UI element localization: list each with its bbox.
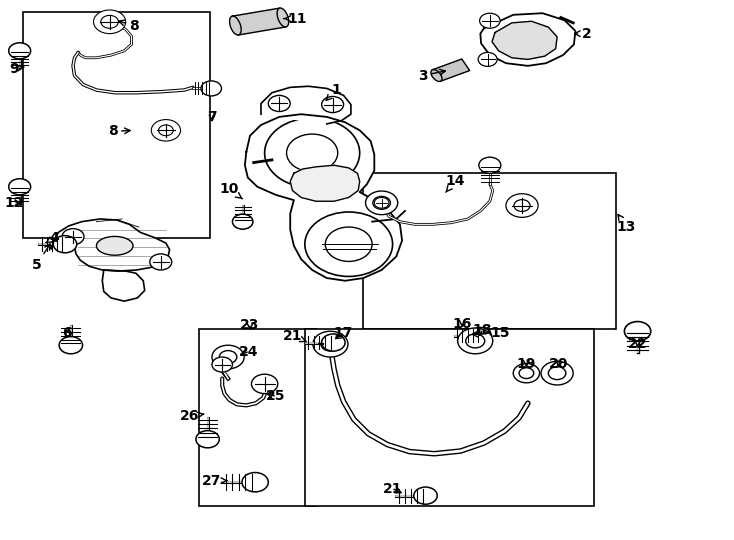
Text: 22: 22: [628, 337, 647, 351]
Text: 12: 12: [5, 196, 24, 210]
Circle shape: [93, 10, 126, 33]
Text: 26: 26: [181, 409, 204, 423]
Circle shape: [414, 487, 437, 504]
Circle shape: [101, 15, 118, 28]
Circle shape: [625, 322, 651, 341]
Circle shape: [212, 357, 233, 372]
Circle shape: [305, 212, 393, 276]
Text: 6: 6: [62, 326, 72, 340]
Circle shape: [54, 235, 77, 253]
Text: 9: 9: [10, 62, 23, 76]
Circle shape: [506, 194, 538, 218]
Circle shape: [9, 43, 31, 59]
Circle shape: [374, 198, 389, 208]
Bar: [23, 12, 210, 238]
Circle shape: [321, 97, 344, 113]
Text: 14: 14: [445, 174, 465, 192]
Circle shape: [59, 336, 82, 354]
Circle shape: [62, 228, 84, 245]
Text: 21: 21: [283, 328, 306, 342]
Circle shape: [469, 327, 491, 343]
Circle shape: [286, 134, 338, 172]
Circle shape: [212, 345, 244, 369]
Text: 20: 20: [549, 357, 568, 371]
Circle shape: [478, 52, 497, 66]
Polygon shape: [480, 13, 575, 66]
Polygon shape: [51, 219, 170, 271]
Polygon shape: [492, 21, 557, 59]
Text: 7: 7: [207, 110, 217, 124]
Text: 8: 8: [119, 19, 139, 33]
Circle shape: [201, 81, 222, 96]
Text: 23: 23: [240, 318, 260, 332]
Text: 19: 19: [517, 357, 536, 371]
Text: 27: 27: [203, 474, 227, 488]
Circle shape: [252, 374, 277, 394]
Circle shape: [321, 337, 340, 351]
Circle shape: [519, 368, 534, 379]
Circle shape: [541, 361, 573, 385]
Circle shape: [265, 118, 360, 188]
Circle shape: [325, 227, 372, 261]
Circle shape: [96, 12, 123, 31]
Circle shape: [219, 350, 237, 363]
Polygon shape: [432, 59, 470, 82]
Circle shape: [151, 119, 181, 141]
Text: 13: 13: [617, 214, 636, 234]
Circle shape: [150, 254, 172, 270]
Circle shape: [321, 334, 345, 351]
Circle shape: [479, 157, 501, 173]
Text: 10: 10: [220, 183, 242, 199]
Circle shape: [159, 125, 173, 136]
Ellipse shape: [277, 8, 288, 27]
Text: 1: 1: [326, 83, 341, 100]
Bar: [305, 329, 594, 507]
Polygon shape: [261, 86, 351, 124]
Text: 4: 4: [46, 231, 59, 245]
Circle shape: [458, 328, 493, 354]
Circle shape: [269, 96, 290, 112]
Text: 24: 24: [239, 345, 258, 359]
Circle shape: [233, 214, 253, 229]
Circle shape: [373, 197, 390, 210]
Text: 15: 15: [472, 326, 510, 340]
Circle shape: [465, 334, 484, 348]
Circle shape: [513, 363, 539, 383]
Text: 18: 18: [473, 323, 493, 337]
Text: 21: 21: [383, 482, 402, 496]
Ellipse shape: [431, 70, 442, 82]
Polygon shape: [102, 270, 145, 301]
Circle shape: [242, 472, 269, 492]
Circle shape: [154, 122, 178, 139]
Circle shape: [548, 367, 566, 380]
Circle shape: [313, 331, 348, 357]
Bar: [199, 329, 316, 507]
Text: 17: 17: [334, 326, 353, 340]
Circle shape: [196, 430, 219, 448]
Text: 16: 16: [452, 317, 472, 330]
Text: 2: 2: [575, 26, 592, 40]
Circle shape: [479, 13, 500, 28]
Circle shape: [9, 179, 31, 195]
Circle shape: [366, 191, 398, 215]
Ellipse shape: [230, 16, 241, 35]
Text: 5: 5: [32, 244, 50, 272]
Circle shape: [509, 196, 535, 215]
Polygon shape: [233, 8, 286, 35]
Circle shape: [514, 200, 530, 212]
Text: 11: 11: [283, 11, 308, 25]
Text: 3: 3: [418, 69, 446, 83]
Text: 8: 8: [108, 124, 130, 138]
Bar: [363, 173, 616, 329]
Ellipse shape: [96, 237, 133, 255]
Polygon shape: [290, 165, 360, 201]
Polygon shape: [245, 114, 402, 281]
Text: 25: 25: [266, 389, 286, 403]
